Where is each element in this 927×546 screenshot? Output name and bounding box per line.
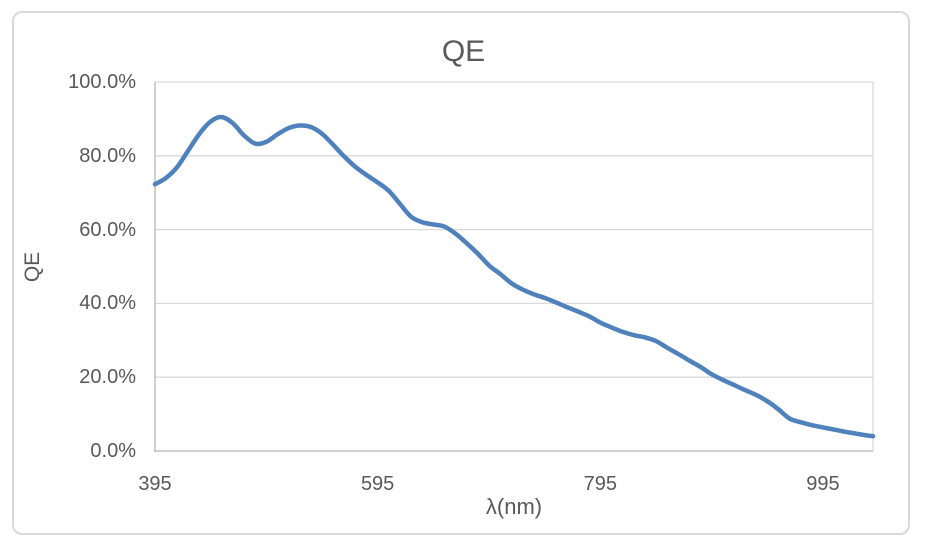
y-tick-label: 80.0% — [79, 144, 136, 167]
x-tick-label: 795 — [583, 473, 617, 495]
chart-frame[interactable] — [12, 11, 910, 535]
qe-series-line — [152, 114, 876, 439]
x-tick-label: 595 — [360, 473, 395, 495]
y-tick-label: 0.0% — [90, 440, 136, 462]
y-tick-label: 100.0% — [68, 71, 136, 93]
y-tick-label: 20.0% — [79, 366, 136, 389]
y-axis-title: QE — [21, 251, 44, 283]
y-tick-label: 40.0% — [79, 292, 136, 315]
x-axis-title: λ(nm) — [485, 494, 543, 519]
y-tick-label: 60.0% — [79, 218, 136, 241]
x-tick-label: 395 — [138, 473, 172, 495]
x-tick-label: 995 — [806, 473, 840, 495]
chart-title: QE — [441, 35, 486, 68]
